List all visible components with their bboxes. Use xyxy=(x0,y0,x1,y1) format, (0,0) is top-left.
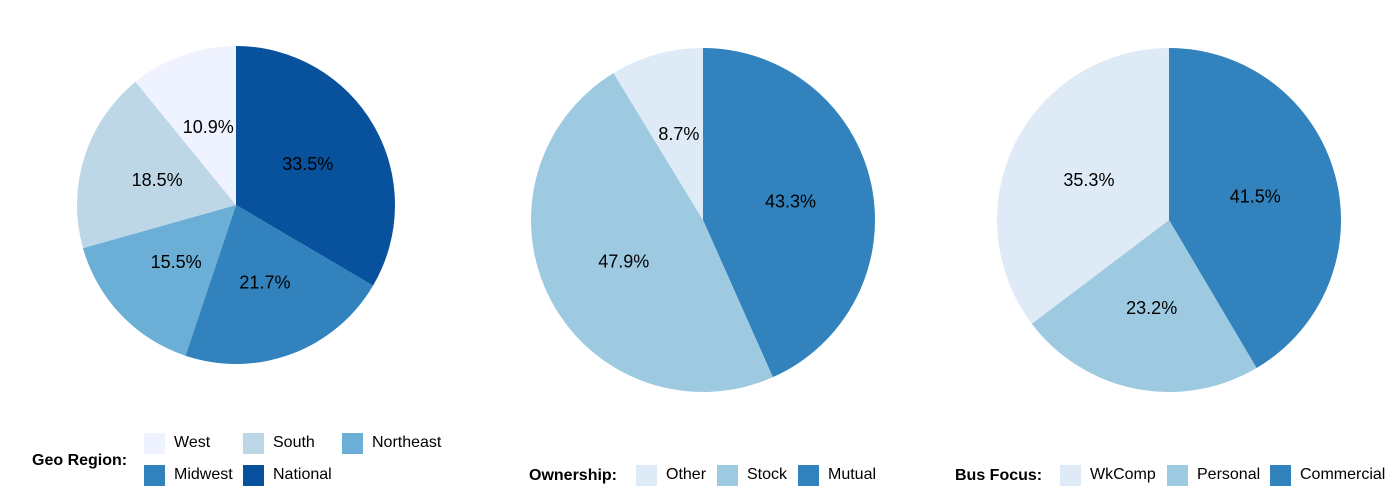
legend-title: Geo Region: xyxy=(32,452,128,469)
legend-item-personal: Personal xyxy=(1167,464,1260,486)
legend-item-midwest: Midwest xyxy=(144,464,233,486)
pie-slice-personal xyxy=(1031,220,1257,393)
legend-item-other: Other xyxy=(636,464,706,486)
legend-title: Ownership: xyxy=(529,467,618,484)
legend-swatch-stock xyxy=(717,464,738,486)
pie-label-wkcomp: 35.3% xyxy=(1063,170,1114,190)
legend-label-commercial: Commercial xyxy=(1300,466,1386,483)
legend-item-west: West xyxy=(144,432,210,454)
legend-label-other: Other xyxy=(666,466,707,483)
legend-swatch-personal xyxy=(1167,464,1188,486)
legend-swatch-mutual xyxy=(798,464,819,486)
legend-swatch-northeast xyxy=(342,432,363,454)
pie-label-other: 8.7% xyxy=(658,124,699,144)
legend-label-stock: Stock xyxy=(747,466,788,483)
pie-slice-other xyxy=(613,47,703,220)
legend-item-mutual: Mutual xyxy=(798,464,876,486)
pie-label-personal: 23.2% xyxy=(1126,298,1177,318)
legend-label-south: South xyxy=(273,434,315,451)
legend-item-northeast: Northeast xyxy=(342,432,441,454)
pie-label-stock: 47.9% xyxy=(598,252,649,272)
pie-slice-wkcomp xyxy=(997,48,1169,324)
legend-label-mutual: Mutual xyxy=(828,466,877,483)
legend-swatch-wkcomp xyxy=(1060,464,1081,486)
pie-slice-stock xyxy=(530,73,773,392)
legend-label-northeast: Northeast xyxy=(372,434,442,451)
pie-slice-west xyxy=(135,46,236,205)
pie-label-northeast: 15.5% xyxy=(151,252,202,272)
legend-label-personal: Personal xyxy=(1197,466,1261,483)
legend-label-wkcomp: WkComp xyxy=(1090,466,1156,483)
pie-label-mutual: 43.3% xyxy=(765,191,816,211)
pie-label-midwest: 21.7% xyxy=(239,272,290,292)
pie-slice-mutual xyxy=(703,48,875,378)
pie-slice-northeast xyxy=(82,205,237,356)
legend-swatch-other xyxy=(636,464,657,486)
pie-chart-geo-region: 33.5% 21.7% 15.5% 18.5% 10.9% xyxy=(77,46,396,364)
legend-item-south: South xyxy=(243,432,315,454)
legend-item-stock: Stock xyxy=(717,464,787,486)
legend-title: Bus Focus: xyxy=(955,467,1043,484)
pie-label-commercial: 41.5% xyxy=(1230,186,1281,206)
pie-label-national: 33.5% xyxy=(282,154,333,174)
pie-chart-ownership: 43.3% 47.9% 8.7% xyxy=(530,47,875,392)
legend-label-west: West xyxy=(174,434,211,451)
legend-label-national: National xyxy=(273,466,332,483)
pie-slice-midwest xyxy=(185,205,374,364)
pie-label-south: 18.5% xyxy=(132,170,183,190)
legend-swatch-west xyxy=(144,432,165,454)
pie-label-west: 10.9% xyxy=(183,117,234,137)
legend-label-midwest: Midwest xyxy=(174,466,233,483)
pie-slice-national xyxy=(236,46,396,286)
pie-chart-bus-focus: 41.5% 23.2% 35.3% xyxy=(997,48,1342,393)
legend-swatch-national xyxy=(243,464,264,486)
legend-swatch-commercial xyxy=(1270,464,1291,486)
pie-slice-south xyxy=(77,81,236,249)
legend-item-wkcomp: WkComp xyxy=(1060,464,1156,486)
legend-swatch-midwest xyxy=(144,464,165,486)
legend-swatch-south xyxy=(243,432,264,454)
legend-item-national: National xyxy=(243,464,332,486)
pie-slice-commercial xyxy=(1169,48,1342,369)
legend-item-commercial: Commercial xyxy=(1270,464,1385,486)
